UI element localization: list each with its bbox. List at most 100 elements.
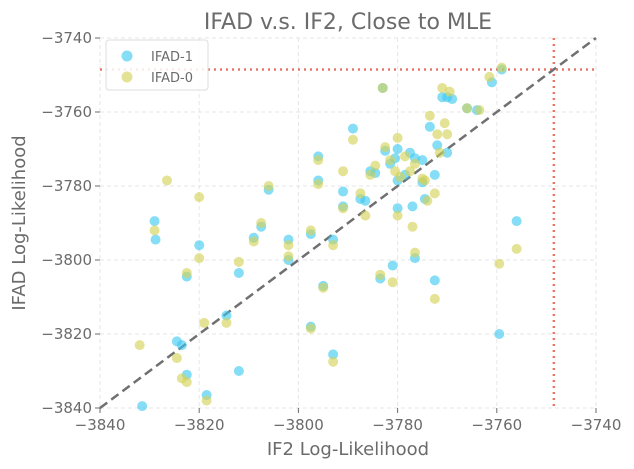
point-series-0-46	[417, 155, 428, 166]
point-series-0-11	[233, 267, 244, 278]
point-series-1-62	[496, 62, 507, 73]
x-axis-label: IF2 Log-Likelihood	[267, 439, 429, 460]
point-series-0-7	[194, 240, 205, 251]
x-tick-label-4: −3760	[471, 416, 522, 434]
point-series-1-34	[380, 142, 391, 153]
point-series-1-42	[405, 166, 415, 177]
grid-lines	[99, 37, 597, 409]
point-series-1-54	[437, 82, 448, 93]
point-series-1-35	[385, 155, 396, 166]
y-tick-label-1: −3820	[41, 325, 92, 343]
point-series-1-32	[375, 269, 386, 280]
point-series-1-8	[194, 253, 205, 264]
data-points	[134, 62, 522, 412]
point-series-1-58	[462, 103, 473, 114]
point-series-1-51	[429, 188, 440, 199]
point-series-0-25	[338, 186, 349, 197]
point-series-1-25	[338, 203, 349, 214]
x-tick-label-2: −3800	[273, 416, 324, 434]
point-series-0-28	[360, 195, 371, 206]
point-series-1-18	[305, 225, 316, 236]
point-series-1-49	[424, 110, 435, 121]
point-series-0-2	[150, 234, 161, 245]
point-series-0-38	[392, 144, 403, 154]
point-series-0-35	[387, 260, 398, 271]
reference-lines	[100, 38, 596, 408]
point-series-0-49	[429, 275, 440, 286]
point-series-0-0	[137, 401, 148, 412]
point-series-1-16	[283, 251, 294, 262]
x-axis-ticks: −3840 −3820 −3800 −3780 −3760 −3740	[75, 408, 622, 434]
x-tick-label-0: −3840	[75, 416, 126, 434]
y-tick-label-2: −3800	[41, 251, 92, 269]
identity-dashed-line	[99, 36, 597, 410]
point-series-0-42	[407, 201, 418, 212]
point-series-1-55	[439, 118, 450, 129]
y-axis-label: IFAD Log-Likelihood	[9, 135, 30, 310]
x-tick-label-1: −3820	[174, 416, 225, 434]
point-series-1-7	[194, 192, 205, 203]
point-series-1-50	[429, 293, 440, 304]
point-series-1-31	[370, 160, 381, 171]
point-series-1-47	[419, 175, 430, 186]
point-series-0-10	[233, 366, 244, 376]
point-series-0-1	[149, 216, 160, 227]
point-series-1-57	[444, 86, 455, 97]
point-series-1-20	[313, 155, 324, 166]
point-series-1-24	[328, 240, 339, 251]
point-series-1-43	[407, 221, 418, 232]
point-series-1-0	[134, 340, 145, 351]
point-series-1-10	[199, 317, 210, 328]
point-series-1-41	[400, 151, 411, 162]
point-series-1-26	[338, 166, 349, 177]
point-series-0-50	[429, 169, 440, 180]
chart-title: IFAD v.s. IF2, Close to MLE	[204, 10, 492, 35]
point-series-1-17	[283, 240, 294, 251]
point-series-1-5	[181, 377, 192, 388]
point-series-1-13	[248, 236, 259, 247]
point-series-0-54	[442, 147, 453, 158]
point-series-1-48	[422, 195, 433, 206]
point-series-1-9	[201, 395, 212, 406]
point-series-1-44	[409, 247, 420, 258]
y-axis-ticks: −3840 −3820 −3800 −3780 −3760 −3740	[41, 29, 100, 417]
point-series-1-14	[256, 218, 267, 228]
point-series-0-48	[424, 121, 435, 132]
point-series-0-37	[392, 203, 403, 214]
point-series-1-6	[181, 267, 192, 278]
point-series-1-2	[161, 175, 172, 186]
x-tick-label-3: −3780	[372, 416, 423, 434]
point-series-1-60	[484, 71, 495, 82]
point-series-1-40	[395, 171, 406, 182]
y-tick-label-0: −3840	[41, 399, 92, 417]
point-series-1-19	[305, 323, 316, 334]
point-series-1-12	[233, 256, 244, 267]
point-series-1-33	[377, 82, 388, 93]
point-series-1-53	[434, 147, 445, 158]
point-series-0-61	[511, 216, 522, 227]
point-series-1-56	[442, 129, 453, 140]
point-series-1-61	[494, 258, 505, 269]
point-series-1-52	[432, 129, 443, 140]
point-series-1-63	[511, 243, 522, 254]
point-series-1-29	[360, 210, 371, 221]
point-series-1-1	[149, 225, 160, 236]
legend-marker-1	[121, 71, 133, 83]
legend-marker-0	[121, 50, 133, 62]
legend-label-0: IFAD-1	[151, 50, 193, 65]
point-series-0-4	[176, 340, 187, 351]
y-tick-label-4: −3760	[41, 103, 92, 121]
point-series-0-22	[328, 349, 339, 360]
point-series-1-22	[318, 282, 329, 293]
x-tick-label-5: −3740	[571, 416, 622, 434]
point-series-1-15	[263, 181, 274, 191]
point-series-1-11	[221, 317, 232, 328]
point-series-1-3	[171, 353, 182, 364]
point-series-1-21	[313, 179, 324, 190]
point-series-1-38	[392, 210, 403, 221]
point-series-1-27	[347, 134, 358, 145]
point-series-1-30	[365, 169, 376, 180]
point-series-1-28	[355, 188, 366, 199]
point-series-1-45	[409, 158, 420, 169]
y-tick-label-3: −3780	[41, 177, 92, 195]
